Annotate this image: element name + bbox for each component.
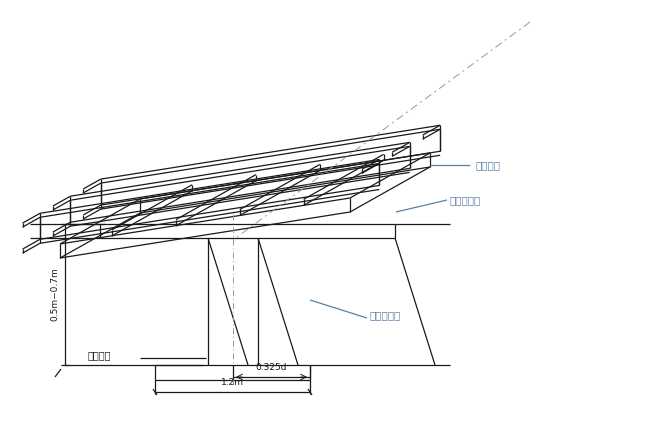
Text: 围护内边线: 围护内边线 [450, 195, 481, 205]
Text: 1.2m: 1.2m [220, 378, 244, 387]
Text: 中心轴线: 中心轴线 [88, 350, 112, 360]
Text: 围护内边线: 围护内边线 [370, 310, 401, 320]
Text: 0.5m−0.7m: 0.5m−0.7m [51, 267, 60, 321]
Text: 定位型鉢: 定位型鉢 [475, 160, 500, 170]
Text: 0.325d: 0.325d [255, 363, 287, 372]
